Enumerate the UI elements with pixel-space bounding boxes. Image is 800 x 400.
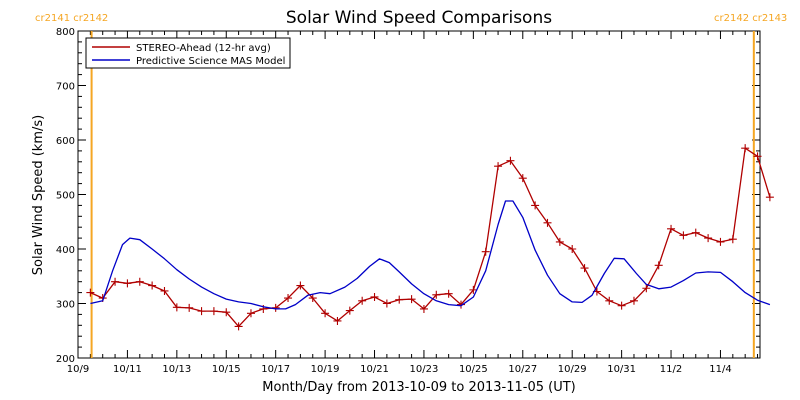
data-point-marker — [716, 237, 725, 246]
data-point-marker — [86, 288, 95, 297]
x-tick-label: 10/19 — [311, 364, 340, 375]
data-point-marker — [667, 224, 676, 233]
data-point-marker — [506, 156, 515, 165]
y-tick-labels: 200 300 400 500 600 700 800 — [56, 27, 75, 365]
data-point-marker — [555, 237, 564, 246]
data-point-marker — [432, 290, 441, 299]
data-point-marker — [654, 261, 663, 270]
data-point-marker — [704, 234, 713, 243]
x-tick-label: 10/21 — [360, 364, 389, 375]
x-axis-label: Month/Day from 2013-10-09 to 2013-11-05 … — [262, 380, 575, 395]
data-point-marker — [629, 296, 638, 305]
data-point-marker — [395, 295, 404, 304]
x-tick-label: 10/25 — [459, 364, 488, 375]
data-point-marker — [111, 277, 120, 286]
data-point-marker — [407, 295, 416, 304]
data-point-marker — [284, 294, 293, 303]
y-tick-label: 300 — [56, 300, 75, 311]
data-point-marker — [148, 281, 157, 290]
axes-layer — [77, 30, 761, 359]
series-line-1 — [90, 200, 771, 310]
series-layer — [86, 144, 774, 331]
y-tick-label: 500 — [56, 191, 75, 202]
legend: STEREO-Ahead (12-hr avg) Predictive Scie… — [85, 37, 291, 69]
y-axis-label: Solar Wind Speed (km/s) — [31, 115, 46, 275]
x-tick-label: 11/4 — [709, 364, 731, 375]
data-point-marker — [160, 286, 169, 295]
data-point-marker — [172, 303, 181, 312]
data-point-marker — [333, 316, 342, 325]
data-point-marker — [642, 284, 651, 293]
data-point-marker — [135, 277, 144, 286]
data-point-marker — [197, 307, 206, 316]
data-point-marker — [308, 294, 317, 303]
data-point-marker — [345, 306, 354, 315]
data-point-marker — [123, 279, 132, 288]
carrington-label-right: cr2142 cr2143 — [714, 13, 787, 24]
y-tick-label: 800 — [56, 27, 75, 38]
data-point-marker — [296, 281, 305, 290]
data-point-marker — [358, 296, 367, 305]
data-point-marker — [370, 292, 379, 301]
data-point-marker — [543, 218, 552, 227]
x-tick-label: 11/2 — [660, 364, 682, 375]
data-point-marker — [321, 309, 330, 318]
data-point-marker — [753, 152, 762, 161]
x-tick-label: 10/17 — [261, 364, 290, 375]
carrington-label-left: cr2141 cr2142 — [35, 13, 108, 24]
legend-box — [85, 37, 291, 69]
data-point-marker — [481, 247, 490, 256]
x-tick-labels: 10/9 10/11 10/13 10/15 10/17 10/19 10/21 10/23 1… — [67, 364, 732, 375]
data-point-marker — [494, 162, 503, 171]
data-point-marker — [531, 201, 540, 210]
x-tick-label: 10/27 — [508, 364, 537, 375]
data-point-marker — [728, 235, 737, 244]
data-point-marker — [605, 296, 614, 305]
data-point-marker — [234, 322, 243, 331]
y-tick-label: 200 — [56, 354, 75, 365]
data-point-marker — [691, 228, 700, 237]
plot-frame — [77, 30, 761, 359]
y-tick-label: 400 — [56, 245, 75, 256]
data-point-marker — [382, 299, 391, 308]
legend-label-stereo: STEREO-Ahead (12-hr avg) — [136, 43, 271, 54]
data-point-marker — [741, 144, 750, 153]
x-tick-label: 10/31 — [607, 364, 636, 375]
y-tick-label: 600 — [56, 136, 75, 147]
data-point-marker — [444, 289, 453, 298]
data-point-marker — [617, 301, 626, 310]
chart-title: Solar Wind Speed Comparisons — [286, 8, 552, 28]
data-point-marker — [209, 307, 218, 316]
legend-label-mas: Predictive Science MAS Model — [136, 56, 285, 67]
x-tick-label: 10/13 — [162, 364, 191, 375]
x-tick-label: 10/29 — [558, 364, 587, 375]
x-tick-label: 10/15 — [212, 364, 241, 375]
data-point-marker — [580, 264, 589, 273]
data-point-marker — [246, 309, 255, 318]
x-tick-label: 10/11 — [113, 364, 142, 375]
y-tick-label: 700 — [56, 82, 75, 93]
data-point-marker — [568, 245, 577, 253]
x-tick-label: 10/9 — [67, 364, 89, 375]
data-point-marker — [185, 303, 194, 312]
data-point-marker — [518, 174, 527, 183]
x-tick-label: 10/23 — [410, 364, 439, 375]
data-point-marker — [765, 193, 774, 202]
data-point-marker — [679, 231, 688, 240]
data-point-marker — [222, 308, 231, 317]
data-point-marker — [419, 304, 428, 313]
series-line-0 — [90, 147, 771, 328]
